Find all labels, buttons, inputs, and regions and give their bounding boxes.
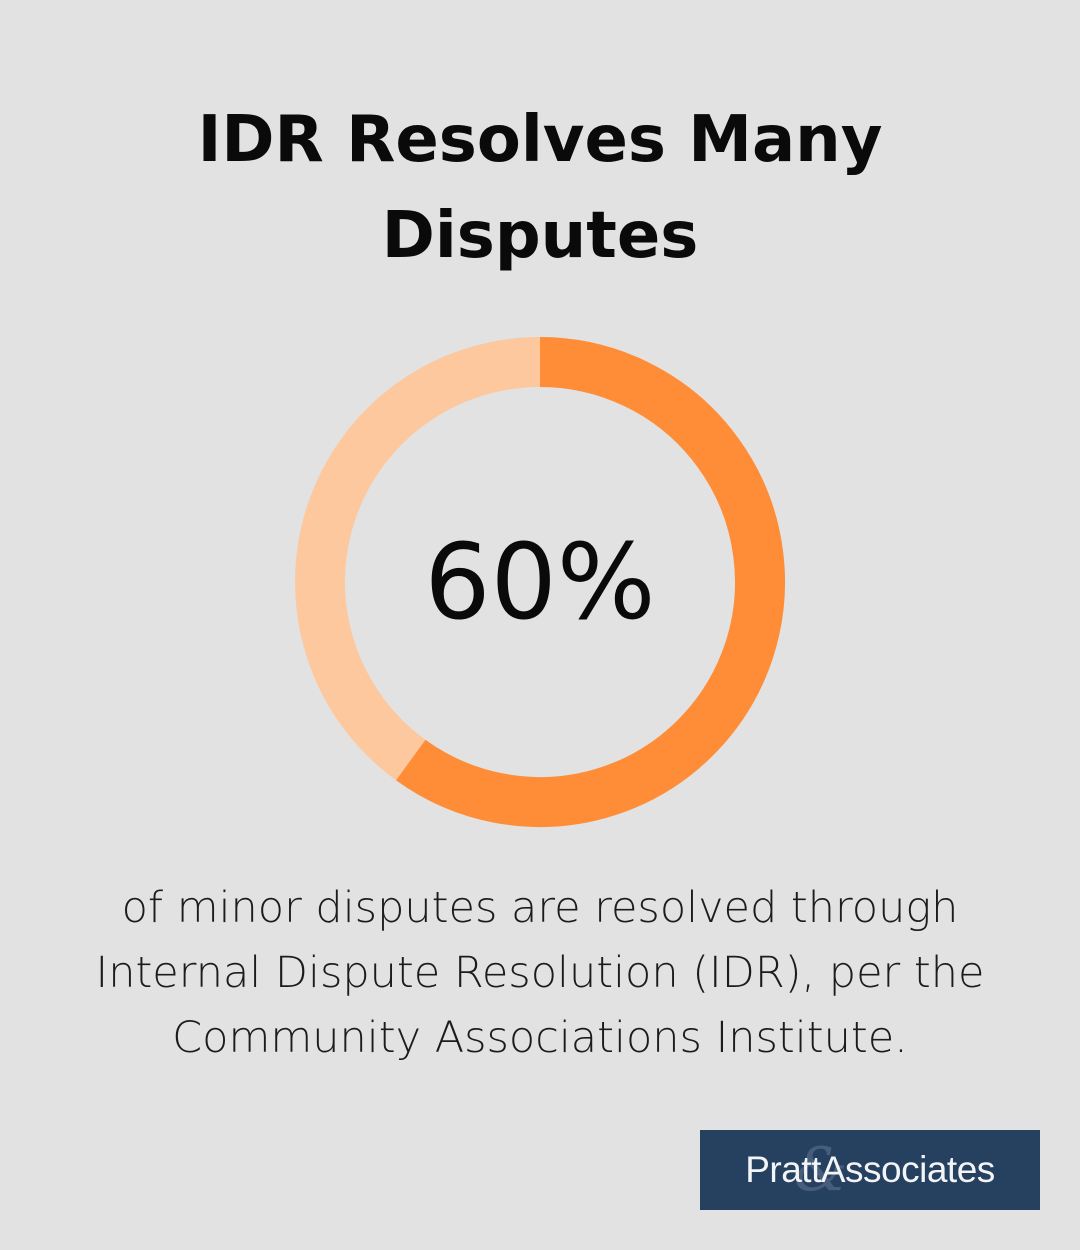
- donut-chart: 60%: [295, 337, 785, 827]
- logo-ampersand-mark: &: [794, 1135, 848, 1205]
- donut-center-label: 60%: [424, 521, 655, 643]
- donut-slice-remainder: [295, 337, 541, 781]
- logo-wordmark: PrattAssociates: [745, 1149, 995, 1190]
- caption-text: of minor disputes are resolved through I…: [95, 883, 985, 1063]
- page-title: IDR Resolves Many Disputes: [197, 103, 883, 273]
- donut-slices: [295, 337, 785, 827]
- brand-logo: & PrattAssociates: [700, 1130, 1040, 1210]
- donut-slice-value: [396, 337, 785, 827]
